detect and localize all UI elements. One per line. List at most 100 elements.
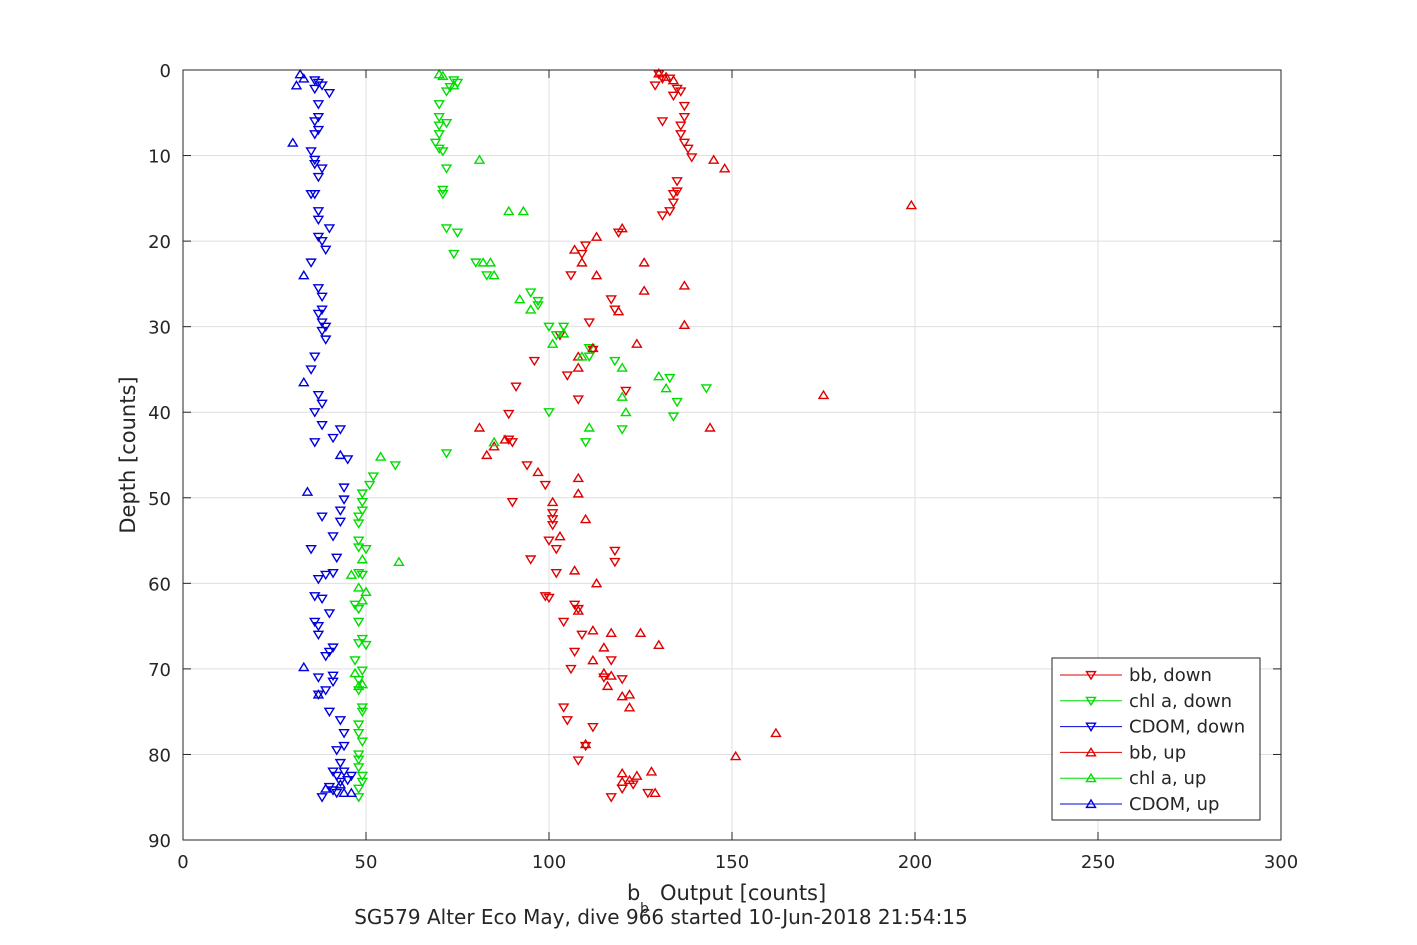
data-point xyxy=(294,68,306,79)
data-point xyxy=(649,787,661,798)
data-point xyxy=(524,288,537,298)
data-point xyxy=(667,198,680,209)
data-point xyxy=(502,205,515,216)
data-point xyxy=(312,215,325,226)
y-tick-label: 50 xyxy=(148,489,171,510)
data-point xyxy=(356,553,369,564)
data-point xyxy=(667,189,680,200)
data-point xyxy=(557,322,570,333)
data-point xyxy=(323,609,336,619)
y-tick-label: 90 xyxy=(148,831,171,852)
data-point xyxy=(433,100,445,110)
legend-marker xyxy=(1085,670,1097,681)
data-point xyxy=(502,409,515,420)
data-point xyxy=(583,343,596,354)
data-point xyxy=(312,309,325,320)
data-point xyxy=(616,776,628,786)
figure-caption: SG579 Alter Eco May, dive 966 started 10… xyxy=(354,905,968,929)
data-point xyxy=(557,617,570,628)
data-point xyxy=(360,640,372,651)
data-point xyxy=(305,545,317,555)
data-point xyxy=(612,305,625,316)
data-point xyxy=(685,153,698,163)
data-point xyxy=(309,352,321,363)
data-point xyxy=(334,449,347,460)
data-point xyxy=(817,389,830,400)
series-bb-down xyxy=(502,70,698,803)
data-point xyxy=(330,746,343,756)
data-point xyxy=(287,137,299,147)
data-point xyxy=(334,778,347,789)
data-point xyxy=(572,488,585,498)
data-point xyxy=(579,738,592,749)
x-tick-label: 50 xyxy=(355,852,378,873)
data-point xyxy=(309,117,321,127)
x-tick-label: 0 xyxy=(177,852,188,873)
data-point xyxy=(309,76,321,86)
data-point xyxy=(583,318,596,328)
data-point xyxy=(557,328,570,338)
data-point xyxy=(499,434,511,444)
data-point xyxy=(616,425,628,435)
data-point xyxy=(488,269,500,280)
data-point xyxy=(309,592,321,602)
data-point xyxy=(510,382,522,392)
data-point xyxy=(638,285,650,295)
data-point xyxy=(671,397,683,408)
data-point xyxy=(675,130,687,140)
data-point xyxy=(309,438,321,448)
data-point xyxy=(616,391,628,401)
data-point xyxy=(488,436,500,447)
data-point xyxy=(334,777,347,788)
data-point xyxy=(605,295,617,305)
data-point xyxy=(356,570,369,581)
legend-marker xyxy=(1085,746,1097,757)
data-point xyxy=(312,622,325,632)
data-point xyxy=(609,546,621,557)
data-point xyxy=(352,519,365,529)
data-point xyxy=(576,257,588,267)
data-point xyxy=(546,338,559,348)
data-point xyxy=(642,788,654,799)
data-point xyxy=(327,532,339,542)
data-point xyxy=(609,557,621,568)
data-point xyxy=(682,144,694,155)
data-point xyxy=(729,750,742,761)
data-point xyxy=(305,189,317,200)
data-point xyxy=(656,117,669,127)
data-point xyxy=(524,555,537,565)
data-point xyxy=(298,73,310,83)
data-point xyxy=(550,568,563,579)
data-point xyxy=(309,408,321,418)
data-point xyxy=(356,595,369,605)
data-point xyxy=(316,237,328,247)
data-point xyxy=(543,593,555,604)
data-point xyxy=(671,177,683,187)
data-point xyxy=(352,755,365,765)
data-point xyxy=(667,91,680,102)
data-point xyxy=(312,78,325,89)
data-point xyxy=(356,506,369,517)
data-point xyxy=(352,680,365,691)
data-point xyxy=(433,121,445,132)
data-point xyxy=(620,406,632,417)
data-point xyxy=(587,624,599,635)
data-point xyxy=(638,257,650,267)
data-point xyxy=(539,592,552,602)
y-tick-label: 70 xyxy=(148,660,171,681)
data-point xyxy=(323,89,336,99)
legend-label: CDOM, down xyxy=(1129,717,1245,738)
data-point xyxy=(301,486,314,496)
data-point xyxy=(623,774,636,785)
data-point xyxy=(433,144,445,155)
data-point xyxy=(374,451,387,461)
data-point xyxy=(653,639,665,650)
data-point xyxy=(579,741,592,752)
data-point xyxy=(550,545,563,555)
data-point xyxy=(532,301,544,311)
data-point xyxy=(356,678,369,689)
data-point xyxy=(481,449,493,460)
x-tick-label: 100 xyxy=(532,852,566,873)
data-point xyxy=(481,271,493,281)
